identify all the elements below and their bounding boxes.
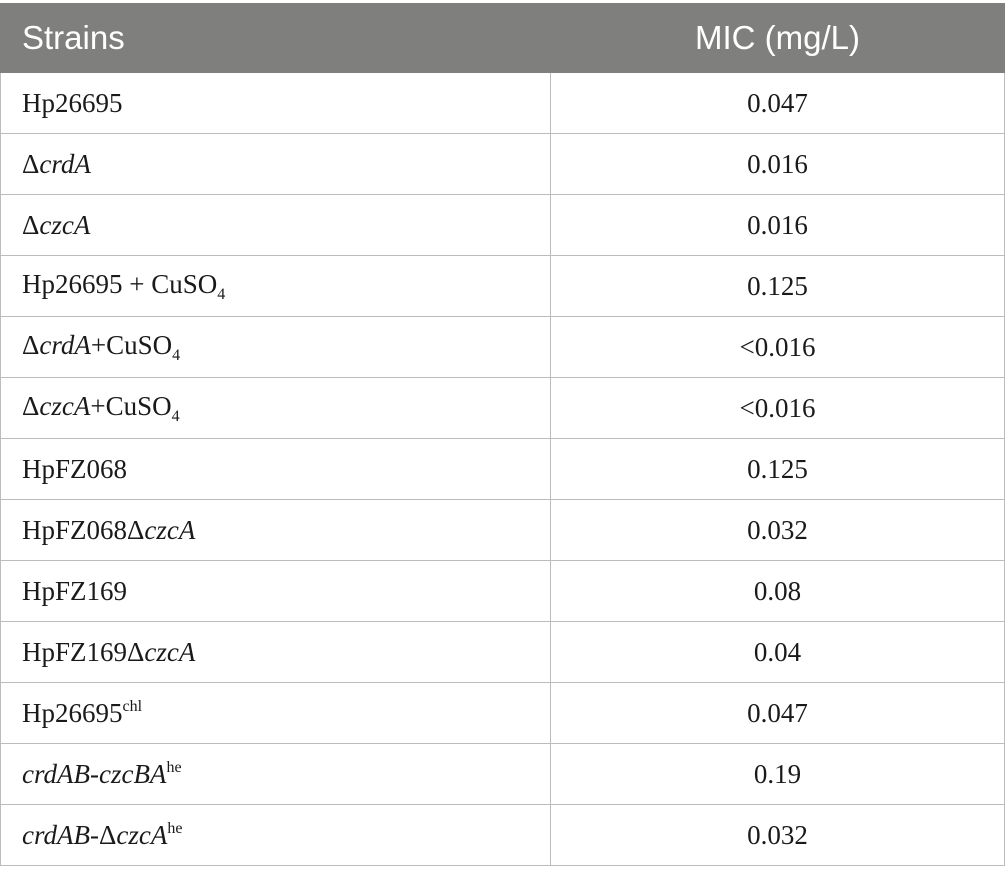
strain-cell: Hp26695 (0, 72, 551, 134)
mic-value-cell: 0.125 (550, 255, 1005, 317)
mic-value-cell: 0.04 (550, 621, 1005, 683)
strain-text-segment: +CuSO (90, 390, 172, 421)
table-row: Hp26695chl 0.047 (0, 682, 1005, 744)
mic-value-cell: <0.016 (550, 377, 1005, 439)
strain-cell: Hp26695chl (0, 682, 551, 744)
strain-text-segment: +CuSO (90, 329, 173, 360)
header-strains: Strains (0, 3, 551, 73)
table-row: Hp26695 0.047 (0, 72, 1005, 134)
strain-cell: ΔczcA (0, 194, 551, 256)
mic-value-cell: 0.19 (550, 743, 1005, 805)
strain-cell: crdAB-ΔczcAhe (0, 804, 551, 866)
table-body: Hp26695 0.047 ΔcrdA 0.016 ΔczcA 0.016 Hp26695 … (0, 72, 1005, 866)
strain-text-segment: czcA (116, 819, 168, 850)
mic-value-cell: 0.08 (550, 560, 1005, 622)
table-row: ΔczcA+CuSO4 <0.016 (0, 377, 1005, 439)
table-row: HpFZ169 0.08 (0, 560, 1005, 622)
mic-value-cell: <0.016 (550, 316, 1005, 378)
strain-text-segment: chl (122, 697, 143, 715)
strain-text-segment: crdA (39, 329, 91, 360)
strain-cell: ΔcrdA (0, 133, 551, 195)
strain-cell: Hp26695 + CuSO4 (0, 255, 551, 317)
strain-text-segment: crdAB (22, 819, 90, 850)
strain-text-segment: he (166, 758, 182, 776)
strain-text-segment: Hp26695 (22, 697, 123, 728)
strain-text-segment: HpFZ068Δ (22, 514, 145, 545)
strain-text-segment: HpFZ169Δ (22, 636, 145, 667)
strain-cell: ΔcrdA+CuSO4 (0, 316, 551, 378)
strain-cell: HpFZ068ΔczcA (0, 499, 551, 561)
strain-text-segment: he (167, 819, 183, 837)
strain-text-segment: Δ (22, 329, 40, 360)
mic-value-cell: 0.047 (550, 72, 1005, 134)
strain-text-segment: 4 (172, 346, 181, 364)
strain-text-segment: czcA (39, 390, 91, 421)
table-row: HpFZ068ΔczcA 0.032 (0, 499, 1005, 561)
strain-cell: HpFZ169ΔczcA (0, 621, 551, 683)
strain-cell: ΔczcA+CuSO4 (0, 377, 551, 439)
table-row: ΔcrdA 0.016 (0, 133, 1005, 195)
mic-value-cell: 0.125 (550, 438, 1005, 500)
strain-text-segment: czcA (144, 636, 196, 667)
strain-text-segment: crdAB-czcBA (22, 758, 167, 789)
header-mic: MIC (mg/L) (550, 3, 1005, 73)
strain-text-segment: Δ (22, 148, 40, 179)
strain-text-segment: crdA (39, 148, 91, 179)
strain-text-segment: 4 (217, 285, 226, 303)
table-row: ΔcrdA+CuSO4 <0.016 (0, 316, 1005, 378)
mic-value-cell: 0.032 (550, 499, 1005, 561)
header-row: Strains MIC (mg/L) (0, 3, 1005, 73)
strain-cell: crdAB-czcBAhe (0, 743, 551, 805)
mic-value-cell: 0.032 (550, 804, 1005, 866)
mic-value-cell: 0.016 (550, 194, 1005, 256)
table-row: HpFZ068 0.125 (0, 438, 1005, 500)
table-row: crdAB-czcBAhe 0.19 (0, 743, 1005, 805)
mic-value-cell: 0.047 (550, 682, 1005, 744)
strain-text-segment: Hp26695 + CuSO (22, 268, 218, 299)
strain-text-segment: -Δ (89, 819, 117, 850)
strain-text-segment: czcA (39, 209, 91, 240)
strain-text-segment: HpFZ169 (22, 575, 128, 606)
strain-text-segment: Δ (22, 209, 40, 240)
strain-text-segment: 4 (171, 407, 180, 425)
table-row: Hp26695 + CuSO4 0.125 (0, 255, 1005, 317)
mic-value-cell: 0.016 (550, 133, 1005, 195)
strain-text-segment: Δ (22, 390, 40, 421)
strain-text-segment: HpFZ068 (22, 453, 128, 484)
table-row: HpFZ169ΔczcA 0.04 (0, 621, 1005, 683)
mic-table: Strains MIC (mg/L) Hp26695 0.047 ΔcrdA 0.01… (0, 3, 1005, 866)
strain-cell: HpFZ169 (0, 560, 551, 622)
table-row: ΔczcA 0.016 (0, 194, 1005, 256)
strain-text-segment: czcA (144, 514, 196, 545)
strain-cell: HpFZ068 (0, 438, 551, 500)
strain-text-segment: Hp26695 (22, 87, 123, 118)
table-row: crdAB-ΔczcAhe 0.032 (0, 804, 1005, 866)
